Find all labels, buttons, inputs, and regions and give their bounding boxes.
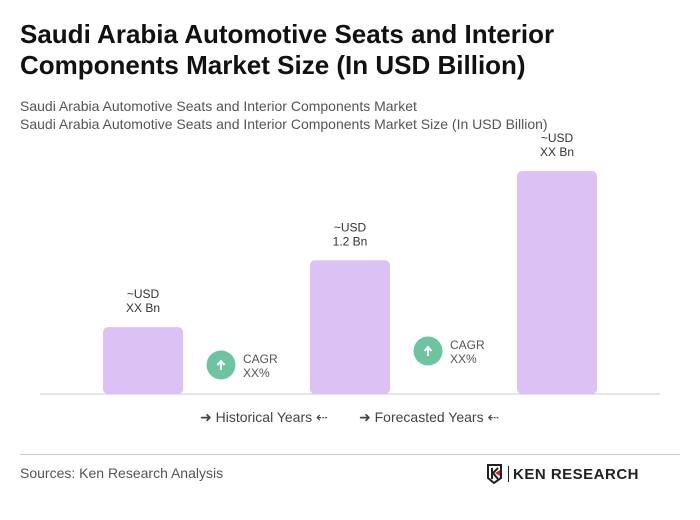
bar	[310, 260, 390, 394]
arrow-left-icon: ⇠	[487, 409, 500, 425]
logo-icon	[487, 464, 502, 484]
legend-forecasted: ➜ Forecasted Years ⇠	[359, 409, 500, 425]
cagr-label: XX%	[243, 366, 270, 380]
arrow-up-icon	[423, 345, 433, 356]
ken-research-logo: KEN RESEARCH	[486, 464, 639, 484]
data-label: ~USD	[334, 220, 367, 234]
arrow-right-icon: ➜	[200, 409, 212, 425]
page-title: Saudi Arabia Automotive Seats and Interi…	[20, 19, 555, 80]
bar	[103, 327, 183, 394]
sources-text: Sources: Ken Research Analysis	[20, 465, 224, 481]
cagr-label: XX%	[450, 352, 477, 366]
chart-subtitle: Saudi Arabia Automotive Seats and Interi…	[20, 116, 548, 132]
data-label: XX Bn	[126, 301, 160, 315]
data-label: XX Bn	[540, 145, 574, 159]
bar	[517, 171, 597, 394]
subtitle: Saudi Arabia Automotive Seats and Interi…	[20, 98, 417, 114]
legend-historical: ➜ Historical Years ⇠	[200, 409, 328, 425]
data-label: ~USD	[541, 131, 574, 145]
arrow-right-icon: ➜	[359, 409, 371, 425]
arrow-up-icon	[216, 359, 226, 370]
footer-divider	[20, 454, 680, 455]
cagr-label: CAGR	[243, 352, 278, 366]
data-label: 1.2 Bn	[333, 234, 368, 248]
data-label: ~USD	[127, 287, 160, 301]
cagr-label: CAGR	[450, 338, 485, 352]
arrow-left-icon: ⇠	[316, 409, 328, 425]
